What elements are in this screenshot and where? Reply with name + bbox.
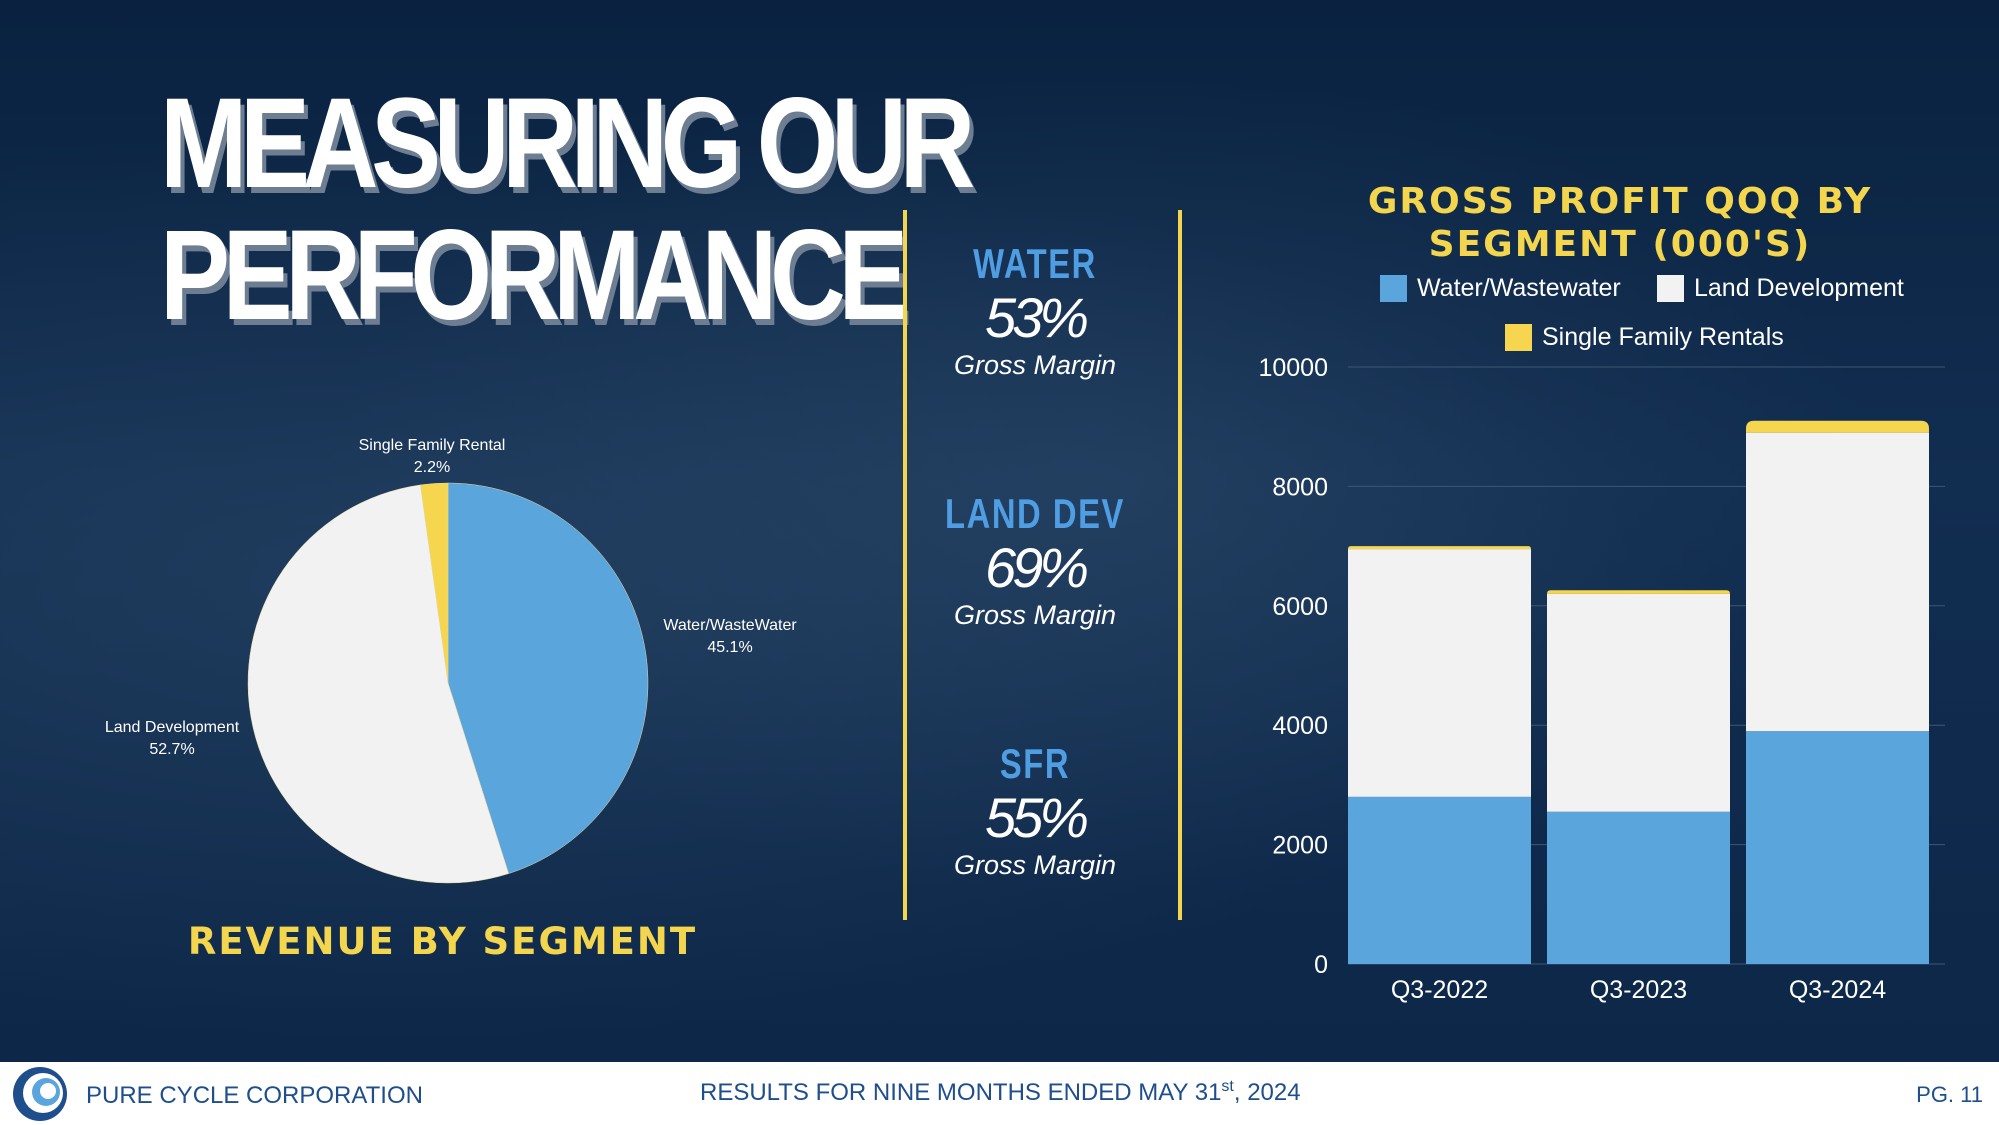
legend-sfr: Single Family Rentals xyxy=(1505,323,1784,352)
legend-label: Water/Wastewater xyxy=(1417,274,1621,302)
metric-value: 55% xyxy=(984,786,1089,849)
x-tick-label: Q3-2024 xyxy=(1789,976,1886,1004)
legend-swatch-water xyxy=(1380,275,1407,302)
legend-label: Land Development xyxy=(1694,274,1904,302)
legend-land: Land Development xyxy=(1657,274,1904,303)
pie-slice-value: 52.7% xyxy=(149,741,194,758)
metric-label: SFR xyxy=(999,740,1071,787)
footer: PURE CYCLE CORPORATION RESULTS FOR NINE … xyxy=(0,1062,1999,1125)
metric-value: 69% xyxy=(984,536,1089,599)
pie-slice xyxy=(447,482,649,874)
gross-profit-bar-chart: 0 2000 4000 6000 8000 10000 Q3-2022 Q3-2023 Q3-2… xyxy=(1258,354,1945,1004)
y-tick-label: 4000 xyxy=(1272,712,1328,740)
bar-segment xyxy=(1348,546,1531,550)
bar-segment xyxy=(1547,593,1730,812)
metric-label: WATER xyxy=(973,240,1097,287)
pie-slice-value: 2.2% xyxy=(414,459,450,476)
y-tick-label: 6000 xyxy=(1272,593,1328,621)
gross-profit-chart-title: GROSS PROFIT QOQ BY SEGMENT (000'S) xyxy=(1367,181,1873,265)
results-sup: st xyxy=(1221,1078,1234,1095)
pie-slice-name: Water/WasteWater xyxy=(663,617,797,634)
company-name: PURE CYCLE CORPORATION xyxy=(86,1082,423,1109)
legend-water: Water/Wastewater xyxy=(1380,274,1621,303)
pie-slice-name: Single Family Rental xyxy=(359,437,506,454)
x-tick-label: Q3-2023 xyxy=(1590,976,1687,1004)
legend-swatch-land xyxy=(1657,275,1684,302)
results-period: RESULTS FOR NINE MONTHS ENDED MAY 31st, … xyxy=(700,1078,1301,1107)
bar-segment xyxy=(1746,731,1929,964)
y-tick-label: 0 xyxy=(1314,951,1328,979)
revenue-pie-chart: Water/WasteWater 45.1% Land Development 52.… xyxy=(105,437,797,884)
title-line-1: MEASURING OUR xyxy=(160,72,975,215)
results-prefix: RESULTS FOR NINE MONTHS ENDED MAY 31 xyxy=(700,1079,1222,1106)
pie-slice-name: Land Development xyxy=(105,719,240,736)
metric-land-dev: LAND DEV 69% Gross Margin xyxy=(905,490,1165,632)
bar-segment xyxy=(1746,420,1929,433)
y-tick-label: 8000 xyxy=(1272,473,1328,501)
metric-sub: Gross Margin xyxy=(953,850,1117,880)
revenue-chart-title: REVENUE BY SEGMENT xyxy=(187,920,698,963)
bar-segment xyxy=(1547,811,1730,964)
legend-label: Single Family Rentals xyxy=(1542,323,1784,351)
bar-segment xyxy=(1547,590,1730,594)
metric-sub: Gross Margin xyxy=(953,350,1117,380)
bar-segment xyxy=(1348,796,1531,964)
divider-left xyxy=(903,210,907,920)
divider-right xyxy=(1178,210,1182,920)
y-tick-label: 2000 xyxy=(1272,832,1328,860)
pie-slice-value: 45.1% xyxy=(707,639,752,656)
page-number: PG. 11 xyxy=(1916,1082,1983,1107)
title-line-2: PERFORMANCE xyxy=(160,204,908,347)
metric-label: LAND DEV xyxy=(945,490,1125,537)
bar-segment xyxy=(1348,549,1531,797)
legend-swatch-sfr xyxy=(1505,324,1532,351)
y-tick-label: 10000 xyxy=(1258,354,1328,382)
x-tick-label: Q3-2022 xyxy=(1391,976,1488,1004)
pure-cycle-logo-icon xyxy=(13,1067,67,1121)
bar-segment xyxy=(1746,432,1929,732)
metric-sfr: SFR 55% Gross Margin xyxy=(905,740,1165,882)
metric-sub: Gross Margin xyxy=(953,600,1117,630)
metric-value: 53% xyxy=(984,286,1089,349)
pie-slice xyxy=(420,482,449,684)
results-suffix: , 2024 xyxy=(1233,1079,1301,1106)
page-title: MEASURING OUR PERFORMANCE xyxy=(160,72,975,347)
metric-water: WATER 53% Gross Margin xyxy=(905,240,1165,382)
pie-slice xyxy=(247,484,509,884)
